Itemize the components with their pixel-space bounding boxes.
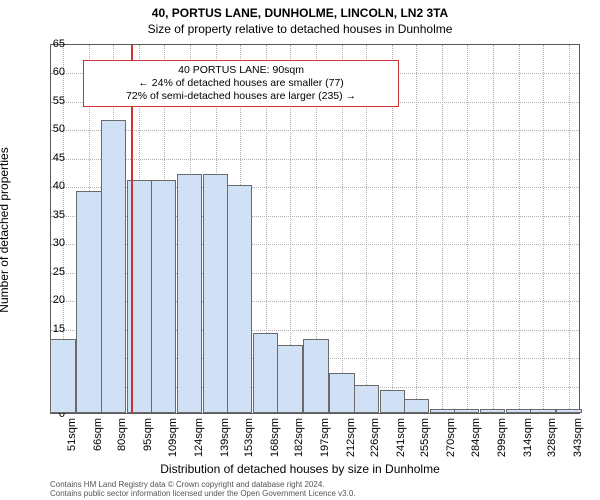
gridline-v bbox=[416, 45, 417, 413]
x-tick-label: 109sqm bbox=[167, 418, 179, 466]
info-box-line: 40 PORTUS LANE: 90sqm bbox=[90, 64, 393, 77]
x-tick-label: 95sqm bbox=[142, 418, 154, 466]
x-tick-label: 284sqm bbox=[470, 418, 482, 466]
x-tick-label: 343sqm bbox=[572, 418, 584, 466]
histogram-bar bbox=[303, 339, 328, 413]
y-tick-label: 50 bbox=[35, 123, 65, 135]
x-tick-label: 270sqm bbox=[445, 418, 457, 466]
plot-area-wrap: 40 PORTUS LANE: 90sqm← 24% of detached h… bbox=[50, 44, 580, 414]
x-tick-label: 255sqm bbox=[419, 418, 431, 466]
x-tick-label: 314sqm bbox=[522, 418, 534, 466]
info-box-line: ← 24% of detached houses are smaller (77… bbox=[90, 77, 393, 90]
y-tick-label: 45 bbox=[35, 152, 65, 164]
info-box-line: 72% of semi-detached houses are larger (… bbox=[90, 90, 393, 103]
x-tick-label: 124sqm bbox=[193, 418, 205, 466]
gridline-v bbox=[493, 45, 494, 413]
histogram-bar bbox=[253, 333, 278, 413]
y-tick-label: 15 bbox=[35, 323, 65, 335]
histogram-bar bbox=[177, 174, 202, 413]
gridline-v bbox=[442, 45, 443, 413]
y-tick-label: 35 bbox=[35, 209, 65, 221]
info-box: 40 PORTUS LANE: 90sqm← 24% of detached h… bbox=[83, 60, 400, 107]
y-tick-label: 60 bbox=[35, 66, 65, 78]
histogram-bar bbox=[76, 191, 101, 413]
y-tick-label: 65 bbox=[35, 38, 65, 50]
y-axis-label: Number of detached properties bbox=[4, 147, 18, 312]
x-tick-label: 168sqm bbox=[269, 418, 281, 466]
x-tick-label: 241sqm bbox=[395, 418, 407, 466]
x-tick-label: 51sqm bbox=[66, 418, 78, 466]
y-tick-label: 40 bbox=[35, 180, 65, 192]
histogram-bar bbox=[151, 180, 176, 413]
x-tick-label: 182sqm bbox=[293, 418, 305, 466]
gridline-v bbox=[467, 45, 468, 413]
y-tick-label: 25 bbox=[35, 266, 65, 278]
histogram-bar bbox=[50, 339, 75, 413]
x-tick-label: 226sqm bbox=[369, 418, 381, 466]
y-tick-label: 55 bbox=[35, 95, 65, 107]
chart-title: 40, PORTUS LANE, DUNHOLME, LINCOLN, LN2 … bbox=[0, 0, 600, 20]
y-tick-label: 30 bbox=[35, 237, 65, 249]
histogram-bar bbox=[380, 390, 405, 413]
plot-area: 40 PORTUS LANE: 90sqm← 24% of detached h… bbox=[50, 44, 580, 414]
chart-subtitle: Size of property relative to detached ho… bbox=[0, 20, 600, 36]
histogram-bar bbox=[404, 399, 429, 413]
histogram-bar bbox=[430, 409, 455, 413]
x-tick-label: 80sqm bbox=[116, 418, 128, 466]
gridline-v bbox=[519, 45, 520, 413]
x-tick-label: 299sqm bbox=[496, 418, 508, 466]
x-tick-label: 66sqm bbox=[92, 418, 104, 466]
footnote-line: Contains public sector information licen… bbox=[50, 489, 590, 498]
x-tick-label: 197sqm bbox=[319, 418, 331, 466]
histogram-bar bbox=[354, 385, 379, 413]
histogram-bar bbox=[329, 373, 354, 413]
histogram-bar bbox=[277, 345, 302, 413]
x-tick-label: 153sqm bbox=[243, 418, 255, 466]
histogram-bar bbox=[530, 409, 555, 413]
gridline-v bbox=[569, 45, 570, 413]
histogram-bar bbox=[506, 409, 531, 413]
x-tick-label: 212sqm bbox=[345, 418, 357, 466]
footnote-line: Contains HM Land Registry data © Crown c… bbox=[50, 480, 590, 489]
x-tick-label: 328sqm bbox=[546, 418, 558, 466]
histogram-bar bbox=[203, 174, 228, 413]
histogram-bar bbox=[227, 185, 252, 413]
footnote: Contains HM Land Registry data © Crown c… bbox=[50, 480, 590, 498]
gridline-v bbox=[543, 45, 544, 413]
histogram-bar bbox=[454, 409, 479, 413]
histogram-bar bbox=[101, 120, 126, 413]
histogram-bar bbox=[556, 409, 581, 413]
x-tick-label: 139sqm bbox=[219, 418, 231, 466]
y-tick-label: 20 bbox=[35, 294, 65, 306]
histogram-bar bbox=[480, 409, 505, 413]
